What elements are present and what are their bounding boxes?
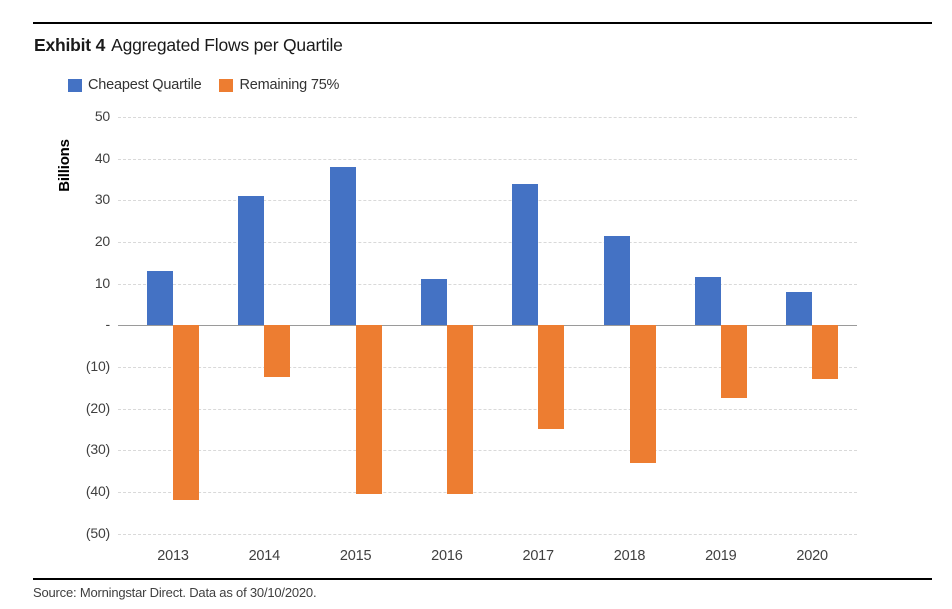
exhibit-title-text: Aggregated Flows per Quartile xyxy=(111,35,343,55)
legend-label-cheapest-quartile: Cheapest Quartile xyxy=(88,77,202,93)
source-note: Source: Morningstar Direct. Data as of 3… xyxy=(33,585,317,600)
x-tick-label-2015: 2015 xyxy=(339,548,372,564)
y-tick-label-30: 30 xyxy=(94,191,110,208)
bottom-rule xyxy=(33,578,932,580)
x-tick-label-2018: 2018 xyxy=(613,548,646,564)
bar-remaining-75--2014 xyxy=(264,325,291,378)
x-axis-tick-labels: 2013 2014 2015 2016 2017 2018 2019 2020 xyxy=(118,548,857,568)
exhibit-title: Exhibit 4 Aggregated Flows per Quartile xyxy=(34,35,343,56)
bar-remaining-75--2020 xyxy=(812,325,839,380)
y-tick-label-0: - xyxy=(105,316,111,333)
chart-legend: Cheapest Quartile Remaining 75% xyxy=(68,77,357,93)
y-tick-label--50: (50) xyxy=(85,524,110,541)
y-tick-label-50: 50 xyxy=(94,108,110,124)
top-rule xyxy=(33,22,932,24)
y-tick-label-40: 40 xyxy=(94,149,110,166)
legend-label-remaining-75: Remaining 75% xyxy=(239,77,340,93)
bar-cheapest-quartile-2017 xyxy=(512,183,539,326)
gridline--20 xyxy=(118,408,857,410)
bar-cheapest-quartile-2014 xyxy=(238,196,265,326)
x-tick-label-2014: 2014 xyxy=(248,548,281,564)
legend-item-cheapest-quartile: Cheapest Quartile xyxy=(68,77,202,93)
gridline-30 xyxy=(118,200,857,202)
bar-cheapest-quartile-2018 xyxy=(603,235,630,326)
bar-cheapest-quartile-2020 xyxy=(786,291,813,326)
gridline--30 xyxy=(118,450,857,452)
y-tick-label-20: 20 xyxy=(94,232,110,249)
gridline-20 xyxy=(118,241,857,243)
gridline-40 xyxy=(118,158,857,160)
legend-swatch-cheapest-quartile-icon xyxy=(68,78,82,92)
gridline--10 xyxy=(118,366,857,368)
x-tick-label-2016: 2016 xyxy=(431,548,463,564)
bar-cheapest-quartile-2019 xyxy=(694,277,721,326)
y-tick-label-10: 10 xyxy=(94,274,110,291)
bar-chart-plot-area xyxy=(118,117,857,535)
y-tick-label--20: (20) xyxy=(85,399,110,416)
gridline--50 xyxy=(118,533,857,535)
bar-remaining-75--2019 xyxy=(720,325,747,399)
x-tick-label-2020: 2020 xyxy=(796,548,828,564)
bar-cheapest-quartile-2013 xyxy=(147,271,173,326)
x-tick-label-2013: 2013 xyxy=(157,548,189,564)
gridline--40 xyxy=(118,491,857,493)
zero-axis-line xyxy=(118,325,857,327)
x-tick-label-2019: 2019 xyxy=(705,548,737,564)
legend-item-remaining-75: Remaining 75% xyxy=(219,77,339,93)
y-tick-label--30: (30) xyxy=(85,441,110,458)
gridline-50 xyxy=(118,117,857,118)
bar-remaining-75--2017 xyxy=(538,325,565,430)
legend-swatch-remaining-75-icon xyxy=(219,78,234,92)
y-tick-label--40: (40) xyxy=(85,482,110,499)
bar-remaining-75--2018 xyxy=(629,325,656,463)
exhibit-number: Exhibit 4 xyxy=(34,35,106,55)
bar-remaining-75--2013 xyxy=(173,325,199,501)
y-tick-label--10: (10) xyxy=(85,357,110,374)
bar-remaining-75--2016 xyxy=(446,325,473,495)
bar-cheapest-quartile-2015 xyxy=(329,166,356,326)
x-tick-label-2017: 2017 xyxy=(522,548,554,564)
bar-cheapest-quartile-2016 xyxy=(420,279,447,326)
bar-remaining-75--2015 xyxy=(355,325,382,495)
gridline-10 xyxy=(118,283,857,285)
